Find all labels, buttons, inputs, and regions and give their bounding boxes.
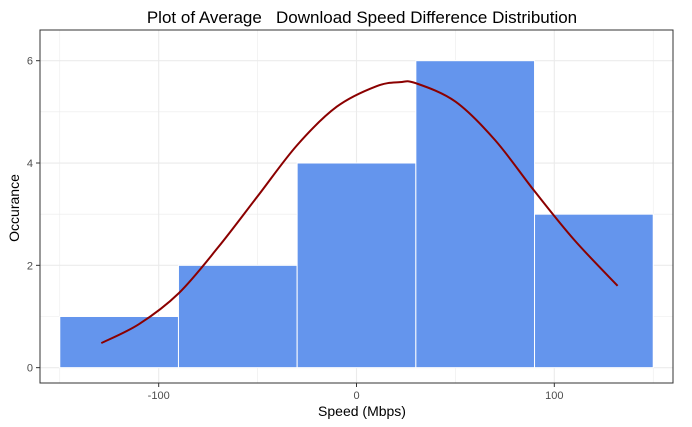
histogram-bar [534,213,654,369]
x-tick-label: -100 [148,390,170,402]
y-axis-label: Occurance [6,174,22,242]
x-tick-label: 100 [545,390,563,402]
y-tick-label: 4 [27,158,33,170]
histogram-bar [177,264,298,369]
histogram-bars [59,60,654,369]
histogram-bar [59,315,179,369]
y-tick-label: 6 [27,56,33,68]
x-axis-label: Speed (Mbps) [318,403,406,419]
histogram-bar [296,162,417,369]
density-curve [100,80,619,344]
x-tick-label: 0 [353,390,359,402]
y-tick-label: 2 [27,260,33,272]
density-curve-layer [100,80,619,344]
y-axis-ticks: 0 2 4 6 [27,56,40,375]
histogram-bar [415,60,536,369]
chart-title: Plot of Average Download Speed Differenc… [147,8,577,27]
y-tick-label: 0 [27,363,33,375]
x-axis-ticks: -100 0 100 [148,383,563,402]
